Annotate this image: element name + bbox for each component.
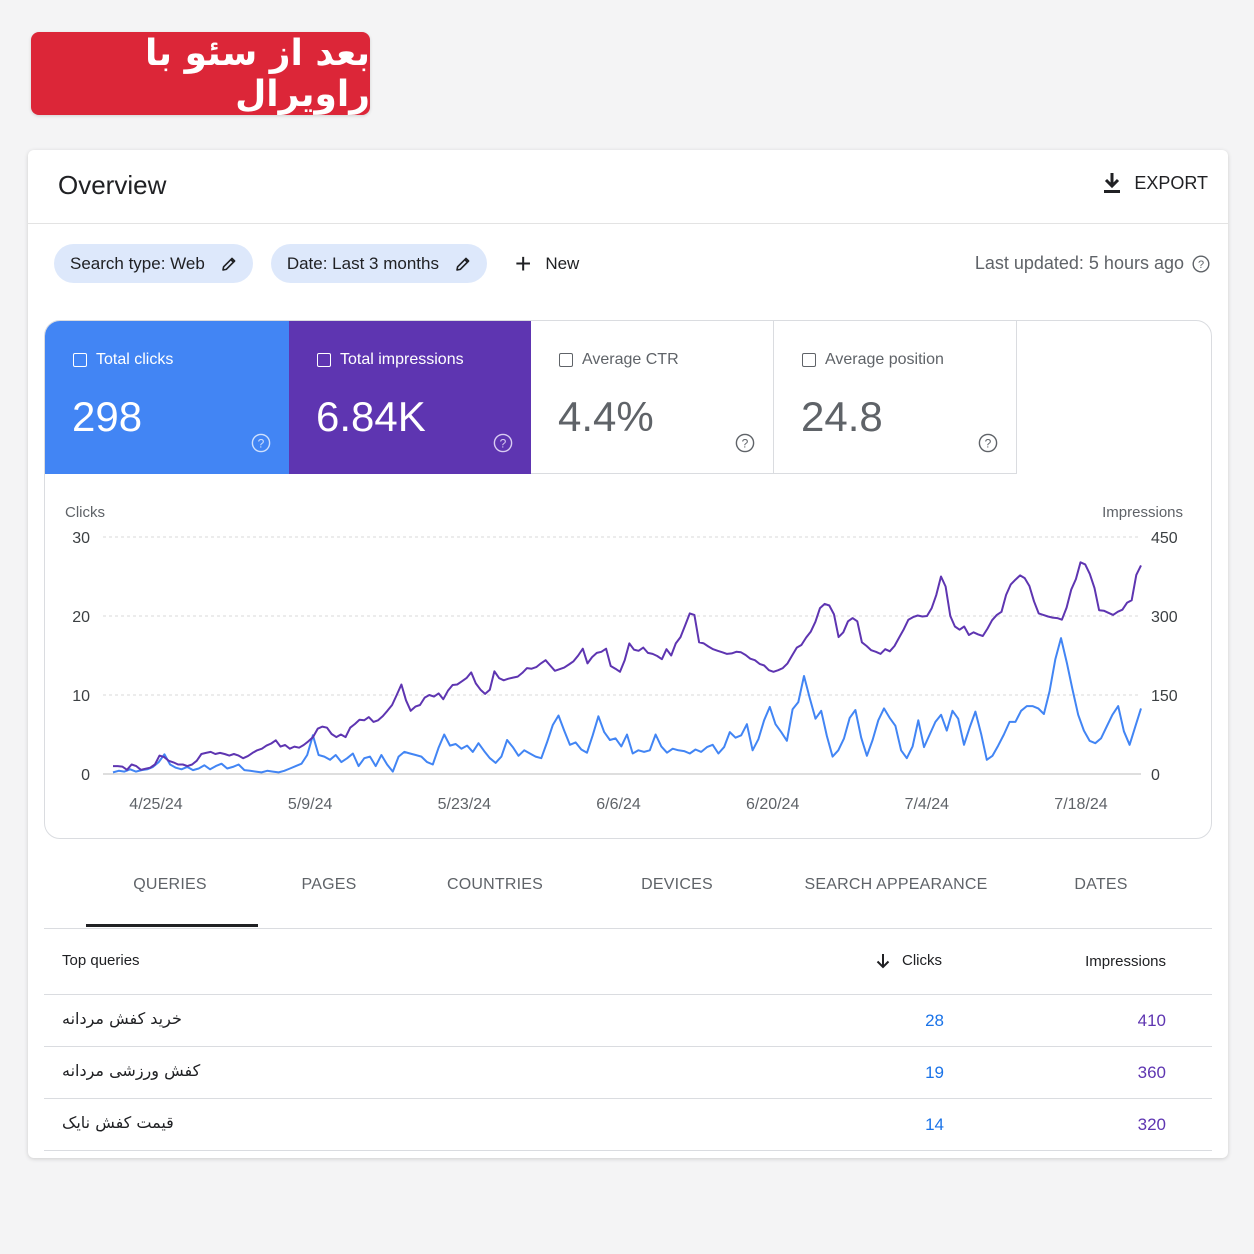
table-row[interactable]: قیمت کفش نایک 14 320 — [44, 1099, 1212, 1151]
x-tick-label: 7/4/24 — [905, 796, 950, 813]
clicks-cell: 28 — [925, 1011, 944, 1030]
column-header-query: Top queries — [62, 952, 140, 969]
table-header: Top queries Clicks Impressions — [44, 928, 1212, 995]
metric-average-position[interactable]: Average position 24.8 ? — [774, 321, 1017, 474]
last-updated-text: Last updated: 5 hours ago — [974, 253, 1184, 273]
series-line-clicks — [112, 637, 1142, 774]
column-header-clicks[interactable]: Clicks — [876, 952, 942, 969]
overview-card: Overview EXPORT Search type: Web Date: L… — [28, 150, 1228, 1158]
impressions-cell: 360 — [1137, 1063, 1166, 1082]
query-cell: خرید کفش مردانه — [62, 1009, 182, 1028]
date-range-label: Date: Last 3 months — [286, 253, 439, 273]
export-button[interactable]: EXPORT — [1102, 172, 1208, 194]
tab-queries[interactable]: QUERIES — [133, 876, 207, 893]
filter-bar: Search type: Web Date: Last 3 months + N… — [54, 244, 579, 283]
left-tick-label: 30 — [72, 530, 90, 547]
svg-text:?: ? — [258, 437, 265, 451]
edit-pencil-icon — [222, 257, 236, 271]
last-updated: Last updated: 5 hours ago ? — [975, 253, 1210, 274]
column-header-impressions[interactable]: Impressions — [1085, 953, 1166, 970]
clicks-cell: 19 — [925, 1063, 944, 1082]
search-type-label: Search type: Web — [70, 253, 205, 273]
x-tick-label: 5/9/24 — [288, 796, 333, 813]
checkbox-icon[interactable] — [559, 353, 573, 367]
metric-label: Total clicks — [96, 351, 174, 368]
column-header-clicks-label: Clicks — [902, 952, 942, 969]
active-tab-indicator — [86, 924, 258, 927]
svg-text:?: ? — [500, 437, 507, 451]
edit-pencil-icon — [456, 257, 470, 271]
search-type-chip[interactable]: Search type: Web — [54, 244, 253, 283]
dimension-tabs: QUERIES PAGES COUNTRIES DEVICES SEARCH A… — [44, 850, 1212, 929]
checkbox-icon[interactable] — [317, 353, 331, 367]
date-range-chip[interactable]: Date: Last 3 months — [270, 244, 487, 283]
right-tick-label: 150 — [1151, 688, 1178, 705]
metric-value: 6.84K — [316, 393, 426, 440]
query-cell: کفش ورزشی مردانه — [62, 1061, 201, 1080]
metric-average-ctr[interactable]: Average CTR 4.4% ? — [531, 321, 774, 474]
metric-label: Average position — [825, 351, 944, 368]
help-icon[interactable]: ? — [1192, 254, 1210, 273]
checkbox-icon[interactable] — [73, 353, 87, 367]
x-tick-label: 5/23/24 — [438, 796, 491, 813]
left-axis-label: Clicks — [65, 504, 105, 521]
overview-header: Overview EXPORT — [28, 150, 1228, 224]
performance-panel: Total clicks 298 ? Total impressions 6.8… — [44, 320, 1212, 839]
tab-pages[interactable]: PAGES — [301, 876, 357, 893]
help-icon[interactable]: ? — [251, 433, 271, 453]
left-tick-label: 10 — [72, 688, 90, 705]
clicks-cell: 14 — [925, 1115, 944, 1134]
download-icon — [1104, 173, 1121, 193]
help-icon[interactable]: ? — [978, 433, 998, 453]
metric-total-clicks[interactable]: Total clicks 298 ? — [45, 321, 289, 474]
queries-table: Top queries Clicks Impressions خرید کفش … — [44, 928, 1212, 1151]
right-tick-label: 0 — [1151, 767, 1160, 784]
metric-label: Average CTR — [582, 351, 679, 368]
metric-label: Total impressions — [340, 351, 464, 368]
impressions-cell: 320 — [1137, 1115, 1166, 1134]
help-icon[interactable]: ? — [493, 433, 513, 453]
new-filter-label: New — [545, 253, 580, 273]
x-tick-label: 4/25/24 — [129, 796, 182, 813]
page-title: Overview — [58, 170, 167, 200]
svg-text:?: ? — [1198, 259, 1204, 271]
tab-countries[interactable]: COUNTRIES — [446, 876, 544, 893]
right-tick-label: 300 — [1151, 609, 1178, 626]
help-icon[interactable]: ? — [735, 433, 755, 453]
tab-dates[interactable]: DATES — [1074, 876, 1128, 893]
banner-text: بعد از سئو با راویرال — [145, 32, 370, 115]
export-label: EXPORT — [1134, 172, 1208, 193]
new-filter-button[interactable]: + New — [514, 247, 580, 279]
right-axis-label: Impressions — [1102, 504, 1183, 521]
series-line-impressions — [113, 561, 1142, 771]
svg-text:?: ? — [742, 437, 749, 451]
metric-value: 24.8 — [801, 393, 883, 440]
performance-chart: Clicks Impressions010203001503004504/25/2… — [65, 504, 1183, 813]
metric-total-impressions[interactable]: Total impressions 6.84K ? — [289, 321, 531, 474]
left-tick-label: 0 — [81, 767, 90, 784]
tab-devices[interactable]: DEVICES — [641, 876, 713, 893]
plus-icon: + — [514, 247, 532, 279]
table-row[interactable]: کفش ورزشی مردانه 19 360 — [44, 1047, 1212, 1099]
promo-banner: بعد از سئو با راویرال — [31, 32, 370, 115]
checkbox-icon[interactable] — [802, 353, 816, 367]
x-tick-label: 6/6/24 — [596, 796, 641, 813]
impressions-cell: 410 — [1137, 1011, 1166, 1030]
right-tick-label: 450 — [1151, 530, 1178, 547]
metric-value: 4.4% — [558, 393, 654, 440]
sort-arrow-down-icon — [876, 953, 890, 968]
left-tick-label: 20 — [72, 609, 90, 626]
tab-search-appearance[interactable]: SEARCH APPEARANCE — [804, 876, 988, 893]
x-tick-label: 6/20/24 — [746, 796, 799, 813]
x-tick-label: 7/18/24 — [1054, 796, 1107, 813]
table-row[interactable]: خرید کفش مردانه 28 410 — [44, 995, 1212, 1047]
metric-value: 298 — [72, 393, 143, 440]
query-cell: قیمت کفش نایک — [62, 1113, 174, 1132]
svg-text:?: ? — [985, 437, 992, 451]
